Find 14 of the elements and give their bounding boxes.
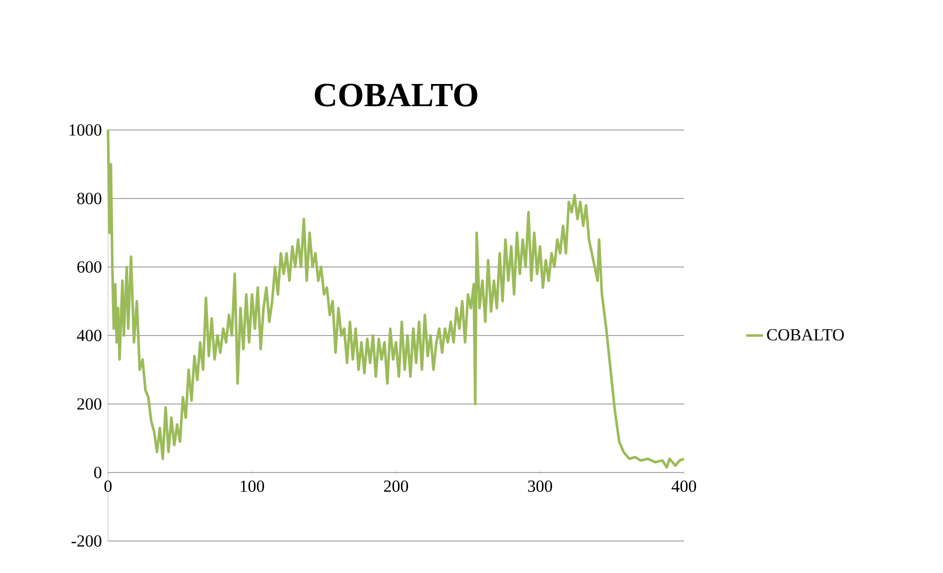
y-tick-label: 400 <box>76 330 102 342</box>
x-tick-label: 400 <box>672 480 696 492</box>
x-tick-label: 300 <box>528 480 552 492</box>
y-tick-label: 1000 <box>70 124 102 136</box>
x-tick-label: 200 <box>384 480 408 492</box>
y-tick-label: 200 <box>77 398 102 410</box>
y-tick-label: -200 <box>72 535 102 547</box>
x-tick-label: 100 <box>240 480 264 492</box>
x-tick-label: 0 <box>104 480 112 492</box>
chart-title: COBALTO <box>314 84 478 106</box>
y-tick-label: 600 <box>77 261 102 273</box>
legend-label: COBALTO <box>767 329 844 341</box>
y-tick-label: 0 <box>94 466 102 478</box>
y-tick-label: 800 <box>77 192 102 204</box>
